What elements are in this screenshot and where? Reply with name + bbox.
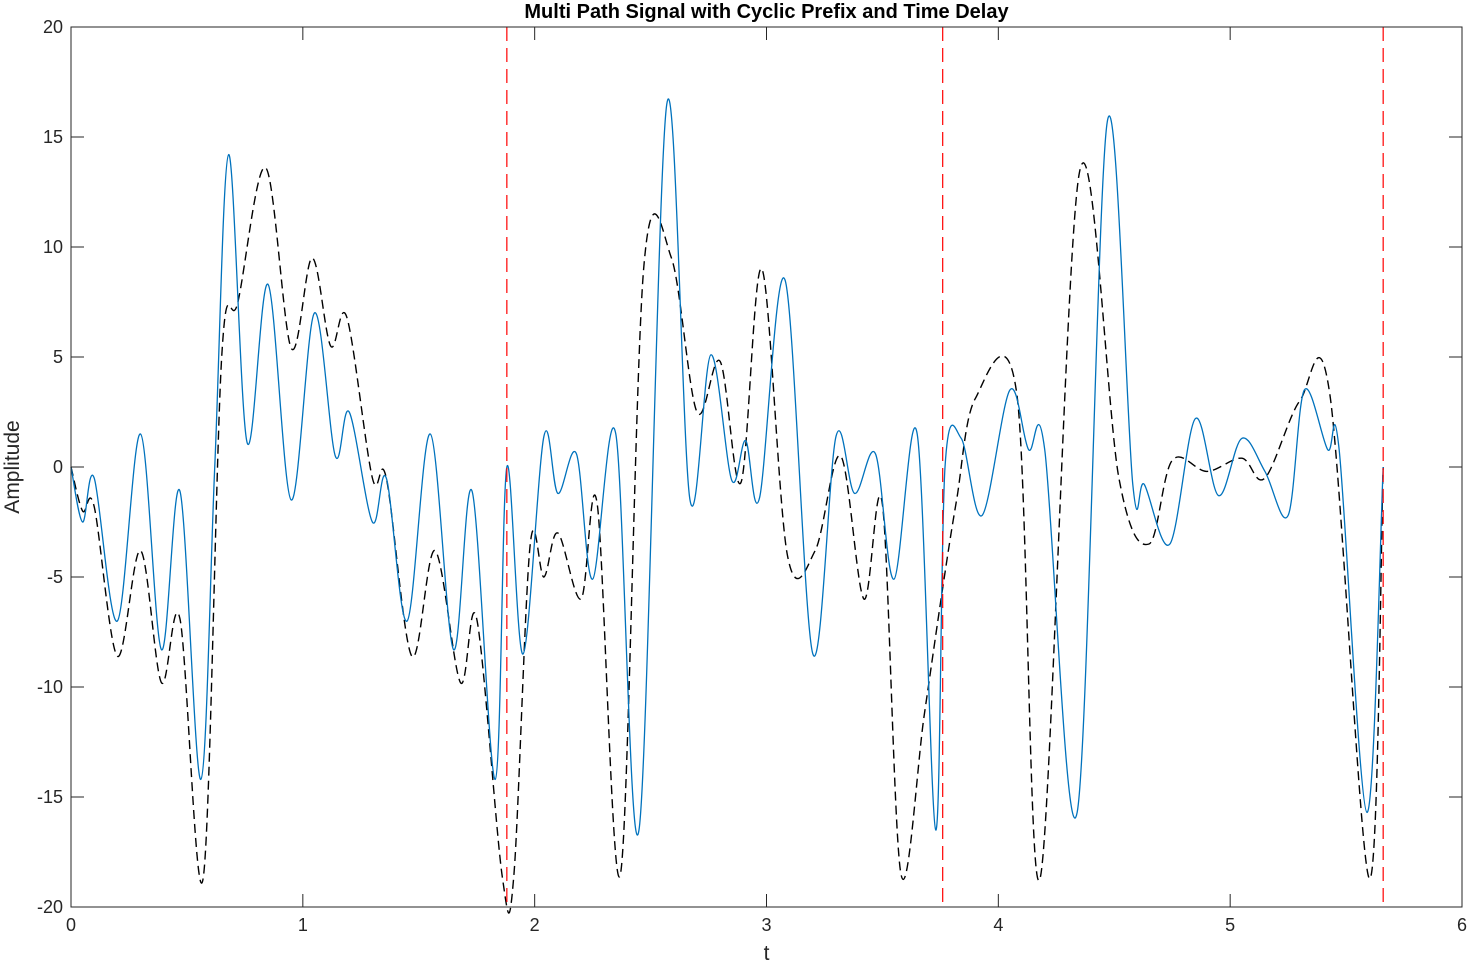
axes-background <box>71 27 1462 907</box>
axis-ticks: 0 1 2 3 4 5 6 -20 -15 -10 -5 0 5 10 15 20 <box>37 17 1467 935</box>
y-axis-label: Amplitude <box>1 420 24 513</box>
x-tick-label: 5 <box>1225 915 1235 935</box>
x-axis-label: t <box>764 942 770 963</box>
x-tick-label: 2 <box>530 915 540 935</box>
series-line-solid <box>70 98 1384 836</box>
y-tick-label: -20 <box>37 897 63 917</box>
y-tick-label: -15 <box>37 787 63 807</box>
y-tick-label: 0 <box>53 457 63 477</box>
y-tick-label: -5 <box>47 567 63 587</box>
series-line-dashed <box>70 162 1384 914</box>
chart-title: Multi Path Signal with Cyclic Prefix and… <box>524 1 1009 23</box>
y-tick-label: -10 <box>37 677 63 697</box>
x-tick-label: 1 <box>298 915 308 935</box>
y-tick-label: 20 <box>43 17 63 37</box>
x-tick-label: 3 <box>761 915 771 935</box>
y-tick-label: 15 <box>43 127 63 147</box>
x-tick-label: 0 <box>66 915 76 935</box>
y-tick-label: 5 <box>53 347 63 367</box>
x-tick-label: 4 <box>993 915 1003 935</box>
x-tick-label: 6 <box>1457 915 1467 935</box>
chart-marks <box>70 27 1384 914</box>
y-tick-label: 10 <box>43 237 63 257</box>
